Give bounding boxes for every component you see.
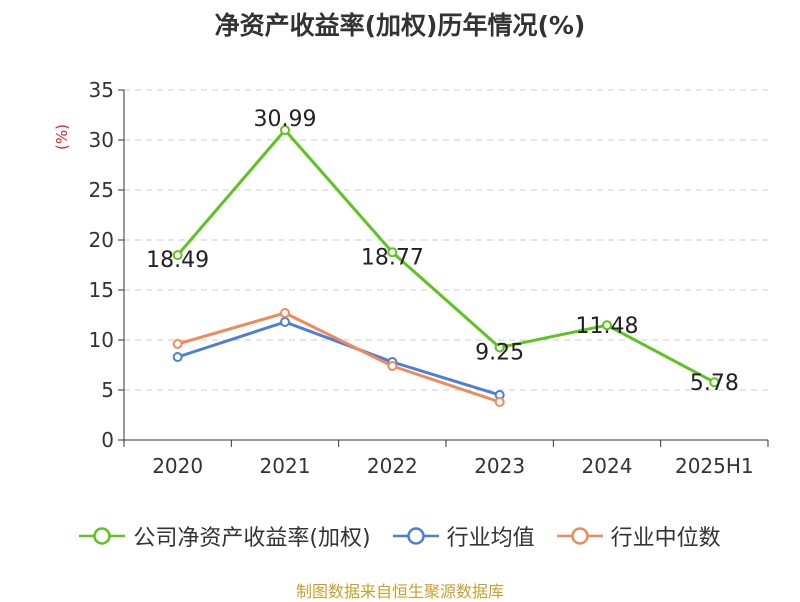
legend-label-industry-mean: 行业均值 xyxy=(446,526,535,551)
legend-marker-industry-mean xyxy=(392,527,439,545)
data-point xyxy=(280,308,290,318)
legend-item-company[interactable]: 公司净资产收益率(加权) xyxy=(79,520,371,552)
x-tick-label: 2025H1 xyxy=(675,454,754,478)
x-tick-label: 2023 xyxy=(474,454,525,478)
legend-label-company: 公司净资产收益率(加权) xyxy=(133,526,371,551)
x-tick-label: 2021 xyxy=(260,454,311,478)
data-point xyxy=(172,250,183,261)
data-point xyxy=(387,361,398,371)
y-tick-label: 15 xyxy=(89,278,114,302)
x-tick-label: 2024 xyxy=(582,454,633,478)
y-tick-label: 10 xyxy=(89,328,114,352)
source-note: 制图数据来自恒生聚源数据库 xyxy=(295,582,504,601)
data-label: 5.78 xyxy=(690,371,739,396)
data-label: 9.25 xyxy=(475,341,524,366)
y-tick-label: 20 xyxy=(89,228,114,252)
series-line xyxy=(176,128,716,384)
y-tick-label: 35 xyxy=(89,78,114,102)
data-point xyxy=(387,247,398,258)
data-point xyxy=(172,352,183,362)
data-label: 18.49 xyxy=(146,248,209,273)
legend-marker-industry-median xyxy=(556,527,603,545)
x-tick-label: 2022 xyxy=(367,454,418,478)
data-point xyxy=(709,377,720,388)
y-tick-label: 25 xyxy=(89,178,114,202)
chart-title: 净资产收益率(加权)历年情况(%) xyxy=(214,11,586,40)
data-label: 18.77 xyxy=(361,245,424,270)
data-point xyxy=(494,397,505,407)
data-point xyxy=(280,317,290,327)
y-tick-label: 30 xyxy=(89,128,114,152)
chart-plot: 0 5 10 15 20 25 30 35 2020 2021 2022 2023 2024 2025H1… xyxy=(89,78,769,478)
legend-item-industry-mean[interactable]: 行业均值 xyxy=(392,520,535,552)
data-point xyxy=(280,125,290,136)
data-point xyxy=(172,339,183,349)
series-line xyxy=(177,311,501,404)
y-tick-label: 0 xyxy=(101,428,114,452)
legend-label-industry-median: 行业中位数 xyxy=(610,526,721,551)
x-tick-label: 2020 xyxy=(152,454,203,478)
legend-marker-company xyxy=(79,527,126,545)
data-point xyxy=(602,320,612,331)
data-point xyxy=(494,342,505,353)
data-label: 30.99 xyxy=(254,107,317,132)
series-line xyxy=(177,320,501,397)
data-label: 11.48 xyxy=(576,314,639,339)
y-tick-label: 5 xyxy=(101,378,114,402)
legend: 公司净资产收益率(加权) 行业均值 行业中位数 xyxy=(0,520,800,552)
legend-item-industry-median[interactable]: 行业中位数 xyxy=(556,520,721,552)
